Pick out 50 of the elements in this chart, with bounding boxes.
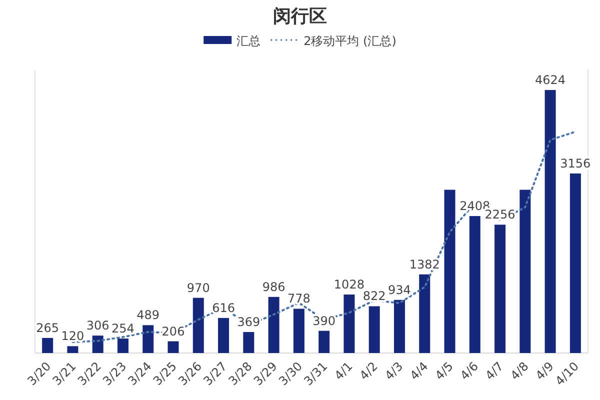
x-tick-label: 4/9 xyxy=(532,359,556,383)
bar xyxy=(142,325,154,353)
bar xyxy=(243,332,254,353)
bar xyxy=(469,216,480,353)
legend-label: 汇总 xyxy=(236,34,261,48)
bar xyxy=(117,338,128,353)
bar xyxy=(444,190,456,353)
bar xyxy=(394,300,405,353)
bar xyxy=(168,341,179,353)
bar xyxy=(318,330,330,353)
data-label: 306 xyxy=(86,318,110,333)
bar xyxy=(92,336,104,353)
legend-label: 2移动平均 (汇总) xyxy=(304,34,396,48)
data-label: 970 xyxy=(186,280,210,295)
data-label: 120 xyxy=(61,329,84,344)
data-label: 489 xyxy=(136,308,160,322)
data-label: 390 xyxy=(312,314,336,328)
data-label: 778 xyxy=(287,292,310,306)
data-label: 1382 xyxy=(409,257,440,272)
bar xyxy=(368,306,380,353)
bar xyxy=(419,274,430,353)
bar xyxy=(494,224,506,353)
x-tick-label: 4/3 xyxy=(382,359,406,383)
bar xyxy=(570,173,581,353)
x-tick-label: 4/6 xyxy=(457,359,482,383)
data-label: 4624 xyxy=(535,73,566,87)
bar xyxy=(218,318,230,353)
data-label: 3156 xyxy=(560,156,591,170)
x-tick-label: 4/8 xyxy=(508,359,532,383)
data-label: 616 xyxy=(212,300,235,315)
chart-title: 闵行区 xyxy=(273,6,327,27)
x-tick-label: 4/1 xyxy=(332,359,356,383)
data-label: 1028 xyxy=(334,278,364,292)
bar xyxy=(268,296,280,353)
data-label: 265 xyxy=(36,320,60,335)
bar xyxy=(293,308,304,353)
bar xyxy=(67,346,78,353)
bar xyxy=(544,90,556,353)
bar xyxy=(192,298,204,353)
data-label: 934 xyxy=(388,282,411,297)
bar xyxy=(344,294,355,353)
data-label: 822 xyxy=(362,289,386,304)
data-label: 986 xyxy=(262,280,286,294)
x-tick-label: 4/5 xyxy=(432,359,456,383)
x-tick-label: 4/4 xyxy=(407,359,431,383)
data-label: 254 xyxy=(112,322,134,336)
x-tick-label: 4/7 xyxy=(482,359,506,383)
bar xyxy=(42,338,54,353)
x-tick-label: 4/2 xyxy=(356,359,380,383)
bar xyxy=(520,190,531,353)
